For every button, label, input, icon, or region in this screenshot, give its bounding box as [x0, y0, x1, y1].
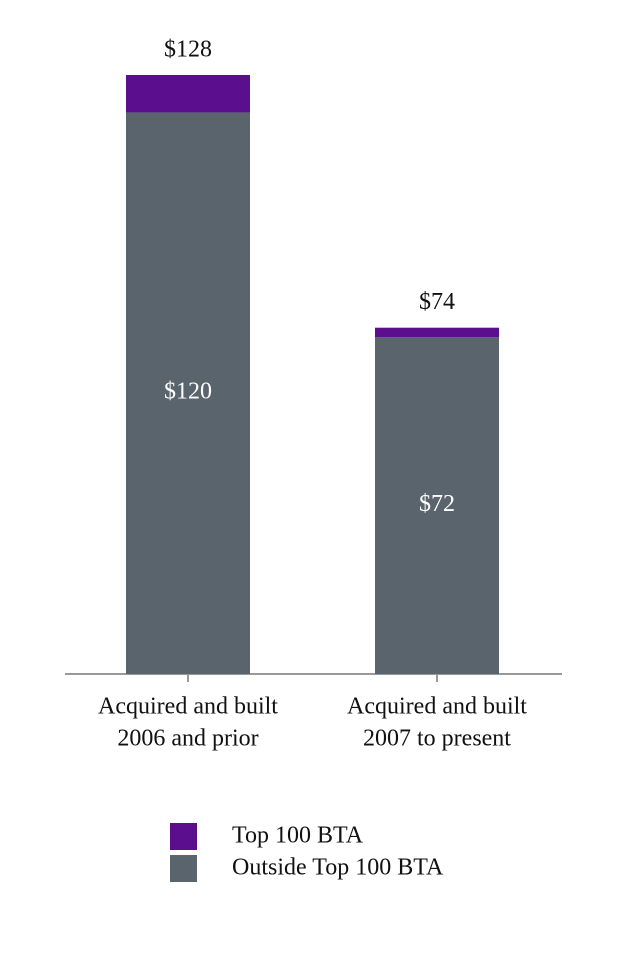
legend-label: Top 100 BTA: [232, 823, 364, 849]
legend-swatch: [170, 855, 197, 882]
x-tick-label: Acquired and built: [98, 694, 278, 720]
legend-label: Outside Top 100 BTA: [232, 855, 444, 881]
bar-segment: [375, 327, 499, 338]
x-tick-label: 2007 to present: [363, 726, 511, 752]
value-label: $120: [164, 379, 212, 405]
x-tick-label: Acquired and built: [347, 694, 527, 720]
value-label: $72: [419, 491, 455, 517]
legend-swatch: [170, 823, 197, 850]
bar-segment: [375, 337, 499, 674]
bar-segment: [126, 112, 250, 674]
total-label: $74: [419, 289, 455, 315]
x-tick-label: 2006 and prior: [117, 726, 258, 752]
total-label: $128: [164, 37, 212, 63]
bar-segment: [126, 75, 250, 113]
